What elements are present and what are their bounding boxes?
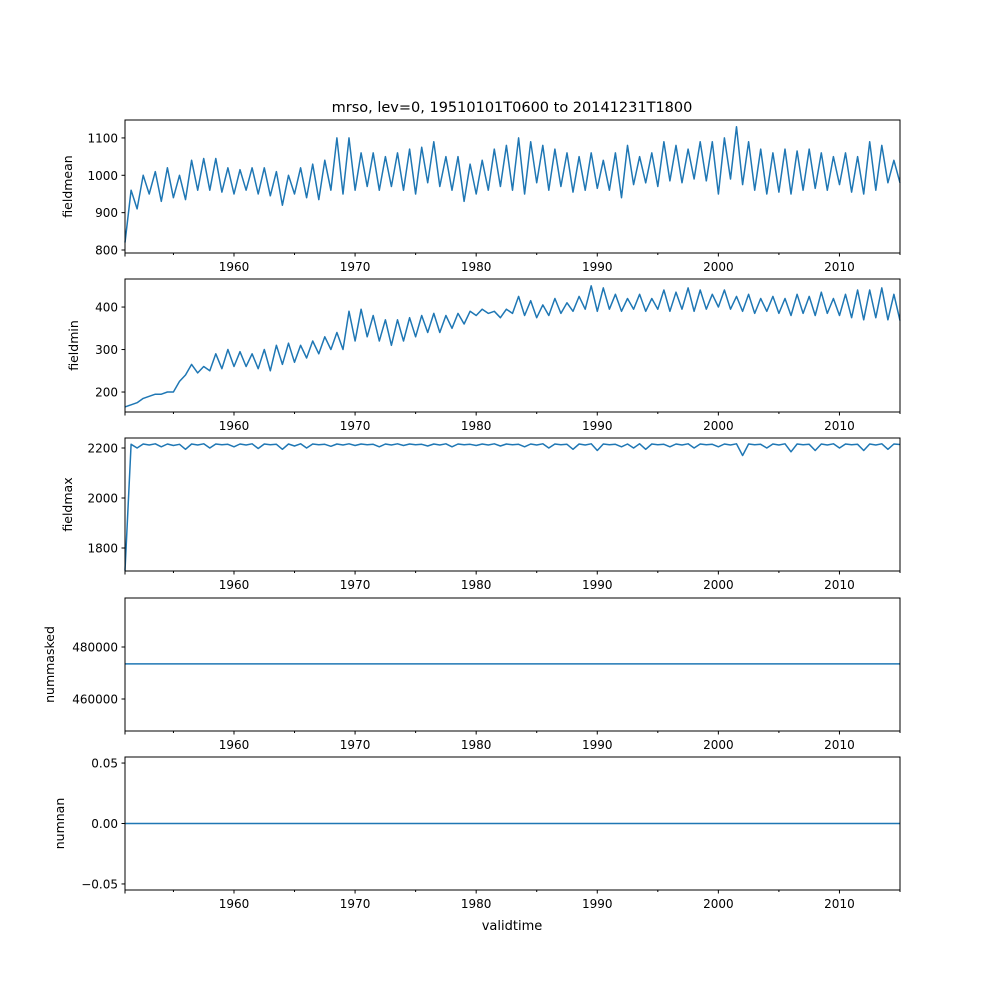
y-tick-label: 1100 [87, 131, 118, 145]
y-tick-label: 0.05 [91, 757, 118, 771]
x-tick-label: 2010 [824, 738, 855, 752]
x-tick-label: 1980 [461, 578, 492, 592]
x-tick-label: 2000 [703, 260, 734, 274]
x-tick-label: 2000 [703, 897, 734, 911]
y-tick-label: 200 [95, 386, 118, 400]
y-axis-label: fieldmean [60, 155, 75, 217]
x-tick-label: 1980 [461, 260, 492, 274]
y-tick-label: 300 [95, 343, 118, 357]
x-tick-label: 1970 [340, 419, 371, 433]
y-tick-label: 2200 [87, 442, 118, 456]
x-tick-label: 1970 [340, 738, 371, 752]
y-axis-label: numnan [52, 798, 67, 850]
x-tick-label: 2000 [703, 578, 734, 592]
series-line-fieldmean [124, 125, 901, 243]
y-tick-label: 460000 [72, 692, 118, 706]
x-tick-label: 1990 [582, 897, 613, 911]
x-tick-label: 1980 [461, 738, 492, 752]
y-tick-label: 800 [95, 244, 118, 258]
axes-frame-fieldmean [124, 119, 901, 254]
x-tick-label: 2010 [824, 419, 855, 433]
series-line-fieldmax [124, 443, 901, 571]
y-tick-label: 400 [95, 301, 118, 315]
y-tick-label: −0.05 [81, 877, 118, 891]
x-tick-label: 1990 [582, 260, 613, 274]
x-tick-label: 2000 [703, 419, 734, 433]
axes-frame-fieldmin [124, 278, 901, 413]
x-tick-label: 1990 [582, 738, 613, 752]
x-tick-label: 2010 [824, 260, 855, 274]
y-axis-label: fieldmax [60, 477, 75, 531]
x-tick-label: 1980 [461, 897, 492, 911]
x-tick-label: 1980 [461, 419, 492, 433]
x-tick-label: 1960 [219, 419, 250, 433]
y-tick-label: 1000 [87, 169, 118, 183]
x-tick-label: 1960 [219, 738, 250, 752]
axes-frame-fieldmax [124, 437, 901, 572]
x-tick-label: 1960 [219, 578, 250, 592]
x-tick-label: 1960 [219, 897, 250, 911]
y-tick-label: 0.00 [91, 817, 118, 831]
x-tick-label: 1970 [340, 578, 371, 592]
x-tick-label: 1990 [582, 578, 613, 592]
x-tick-label: 2010 [824, 897, 855, 911]
y-axis-label: fieldmin [66, 320, 81, 371]
x-tick-label: 1970 [340, 260, 371, 274]
y-axis-label: nummasked [42, 626, 57, 703]
x-tick-label: 2000 [703, 738, 734, 752]
x-axis-label: validtime [482, 919, 543, 934]
axes-frame-nummasked [124, 597, 901, 732]
chart-title: mrso, lev=0, 19510101T0600 to 20141231T1… [332, 100, 693, 116]
x-tick-label: 1960 [219, 260, 250, 274]
x-tick-label: 1970 [340, 897, 371, 911]
y-tick-label: 480000 [72, 640, 118, 654]
series-line-fieldmin [124, 285, 901, 408]
y-tick-label: 2000 [87, 492, 118, 506]
x-tick-label: 2010 [824, 578, 855, 592]
y-tick-label: 900 [95, 206, 118, 220]
y-tick-label: 1800 [87, 542, 118, 556]
x-tick-label: 1990 [582, 419, 613, 433]
